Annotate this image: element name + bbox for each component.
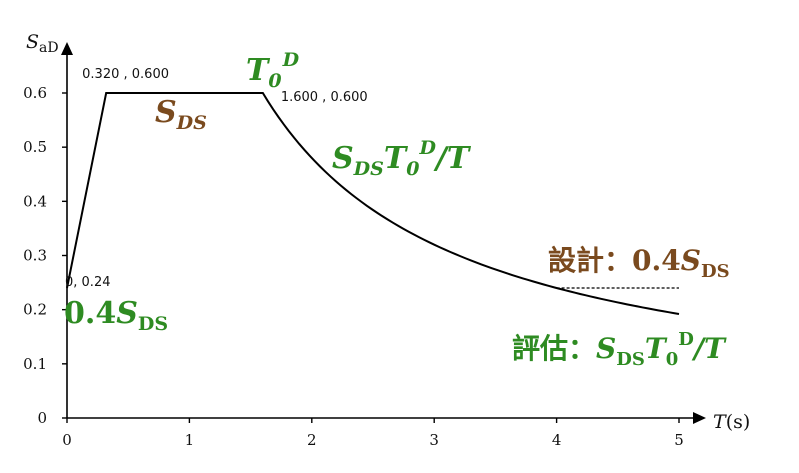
y-tick-label: 0.1 bbox=[23, 355, 47, 373]
point-label: 0, 0.24 bbox=[65, 275, 110, 290]
annotation-pga: 0.4SDS bbox=[64, 296, 168, 335]
y-tick-label: 0.5 bbox=[23, 138, 47, 156]
y-tick-label: 0.2 bbox=[23, 301, 47, 319]
point-label: 1.600 , 0.600 bbox=[281, 90, 368, 105]
spectrum-curve bbox=[66, 92, 680, 315]
y-axis-title: SaD bbox=[26, 31, 59, 56]
x-tick-label: 1 bbox=[185, 431, 195, 449]
x-tick-label: 0 bbox=[62, 431, 72, 449]
annotation-t0d: T0D bbox=[246, 49, 300, 92]
x-tick-label: 4 bbox=[552, 431, 562, 449]
x-tick-label: 5 bbox=[674, 431, 684, 449]
y-tick-label: 0.6 bbox=[23, 84, 47, 102]
annotation-eval: 評估：SDST0D/T bbox=[512, 329, 727, 370]
x-axis-title: T(s) bbox=[713, 411, 750, 433]
point-label-layer: 0, 0.24 0.320 , 0.600 1.600 , 0.600 bbox=[65, 67, 368, 290]
x-tick-label: 2 bbox=[307, 431, 317, 449]
tick-layer: 0 1 2 3 4 5 0 0.1 0.2 0.3 0.4 0.5 0.6 bbox=[23, 84, 684, 449]
curve-layer bbox=[66, 92, 680, 315]
x-tick-label: 3 bbox=[429, 431, 439, 449]
y-tick-label: 0.3 bbox=[23, 247, 47, 265]
annotation-sds: SDS bbox=[155, 95, 207, 134]
x-axis-arrow bbox=[693, 412, 706, 424]
y-axis-arrow bbox=[61, 42, 73, 55]
annotation-design: 設計：0.4SDS bbox=[548, 244, 730, 282]
y-tick-label: 0 bbox=[37, 409, 47, 427]
annotation-decay: SDST0D/T bbox=[332, 137, 472, 180]
y-tick-label: 0.4 bbox=[23, 192, 47, 210]
point-label: 0.320 , 0.600 bbox=[82, 67, 169, 82]
